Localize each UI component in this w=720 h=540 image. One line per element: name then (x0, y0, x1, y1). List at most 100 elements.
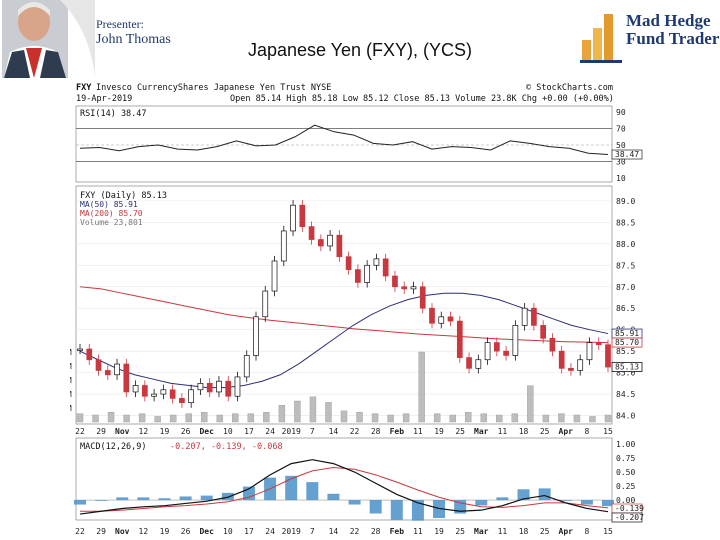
volume-bar (465, 412, 472, 423)
x-tick-label: 25 (455, 527, 465, 536)
candle-body (160, 389, 167, 395)
price-label: FXY (Daily) 85.13 (80, 191, 167, 201)
macd-histogram-bar (538, 488, 551, 501)
candle-body (132, 385, 139, 393)
macd-histogram (74, 475, 614, 521)
macd-values: -0.207, -0.139, -0.068 (170, 442, 283, 452)
candle-body (392, 275, 398, 288)
rsi-panel: RSI(14) 38.47 90 70 50 30 10 38.47 (75, 105, 643, 183)
x-tick-label: 22 (75, 427, 85, 436)
candle-body (429, 307, 435, 324)
volume-bar (263, 412, 270, 423)
candle-body (605, 344, 611, 368)
slide-title: Japanese Yen (FXY), (YCS) (247, 40, 473, 60)
candle-body (243, 355, 250, 378)
macd-histogram-bar (580, 500, 593, 505)
macd-histogram-bar (74, 500, 86, 505)
x-tick-label: Mar (474, 527, 489, 536)
price-tick-label: 85.0 (616, 369, 635, 378)
macd-histogram-bar (475, 500, 488, 506)
candle-body (77, 348, 83, 351)
candle-body (345, 256, 352, 270)
x-tick-label: 26 (181, 427, 191, 436)
macd-histogram-bar (306, 482, 319, 501)
x-tick-label: Feb (390, 427, 405, 436)
x-tick-label: 7 (310, 527, 315, 536)
macd-histogram-bar (116, 497, 129, 501)
macd-histogram-bar (95, 500, 108, 501)
rsi-grid (76, 128, 612, 162)
candle-body (512, 325, 519, 356)
candle-body (280, 230, 287, 262)
volume-bar (604, 414, 612, 423)
volume-bar (185, 413, 192, 423)
volume-bar (294, 400, 301, 423)
x-tick-label: Nov (115, 527, 130, 536)
ma50-line (79, 292, 609, 389)
x-tick-label: 19 (434, 527, 444, 536)
macd-flags: -0.139 -0.207 (611, 503, 644, 523)
x-tick-label: 25 (455, 427, 465, 436)
macd-histogram-bar (559, 500, 572, 501)
x-tick-label: 11 (498, 427, 508, 436)
macd-ticks: 1.00 0.75 0.50 0.25 0.00 (616, 440, 635, 505)
macd-histogram-bar (390, 500, 403, 520)
x-tick-label: 24 (265, 427, 275, 436)
x-tick-label: 19 (434, 427, 444, 436)
x-tick-label: 22 (75, 527, 85, 536)
x-tick-label: 24 (265, 527, 275, 536)
candle-body (95, 359, 102, 371)
price-tick-label: 85.5 (616, 347, 635, 356)
candle-body (475, 359, 482, 369)
slide-header: Presenter: John Thomas Japanese Yen (FXY… (0, 0, 720, 78)
x-tick-label: 17 (244, 427, 254, 436)
price-panel: FXY (Daily) 85.13 MA(50) 85.91 MA(200) 8… (70, 185, 643, 425)
volume-bar (356, 412, 363, 423)
x-tick-label: 29 (96, 527, 106, 536)
x-tick-label: 15 (603, 527, 613, 536)
volume-bar (232, 413, 239, 423)
macd-line (79, 459, 609, 515)
x-tick-label: 14 (329, 427, 339, 436)
volume-bar (573, 414, 581, 423)
x-tick-label: Dec (199, 427, 214, 436)
x-tick-label: Dec (199, 527, 214, 536)
logo-text: Mad Hedge Fund Trader (626, 12, 719, 48)
x-axis-upper: 22 29 Nov 12 19 26 Dec 10 17 24 2019 7 14 22 28 Feb 11 19… (75, 427, 613, 436)
price-flag-label: 85.91 (615, 329, 639, 338)
price-flag-box (611, 337, 643, 348)
macd-histogram-bar (517, 489, 530, 501)
candle-body (290, 204, 296, 232)
volume-bar (309, 396, 317, 423)
volume-bar (496, 414, 503, 423)
x-tick-label: Feb (390, 527, 405, 536)
volume-bar (387, 414, 394, 423)
volume-bar (92, 414, 99, 423)
candle-body (410, 286, 417, 290)
volume-tick-label: 2M (70, 390, 72, 399)
candle-body (114, 363, 120, 376)
chart-quote: Open 85.14 High 85.18 Low 85.12 Close 85… (230, 94, 614, 104)
candle-body (216, 380, 222, 393)
x-tick-label: 17 (244, 527, 254, 536)
volume-tick-label: 3M (70, 376, 72, 385)
volume-bar (402, 413, 410, 423)
x-tick-label: 25 (540, 427, 550, 436)
macd-histogram-bar (137, 497, 150, 501)
x-tick-label: 22 (350, 527, 360, 536)
macd-tick-label: 0.75 (616, 454, 635, 463)
stock-chart: FXY Invesco CurrencyShares Japanese Yen … (70, 82, 650, 536)
x-tick-label: 7 (310, 427, 315, 436)
candle-body (179, 398, 185, 404)
candle-body (206, 383, 213, 393)
candle-body (531, 307, 537, 326)
x-tick-label: 12 (139, 427, 149, 436)
x-tick-label: 28 (371, 427, 381, 436)
candle-body (447, 316, 454, 322)
volume-bar (558, 413, 565, 423)
macd-signal-flag: -0.139 (615, 504, 644, 513)
volume-bar (511, 413, 519, 423)
candle-body (299, 204, 306, 227)
candle-body (595, 342, 602, 346)
volume-bar (433, 413, 441, 423)
